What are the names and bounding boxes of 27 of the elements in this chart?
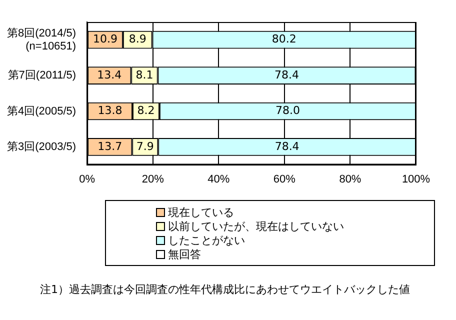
x-tick-label: 100%	[402, 173, 430, 186]
data-label: 13.8	[98, 104, 122, 118]
data-label: 78.4	[274, 140, 300, 153]
legend-label: 無回答	[168, 246, 201, 262]
data-label: 8.1	[136, 68, 154, 82]
y-tick-label: 第8回(2014/5) (n=10651)	[6, 27, 76, 52]
text: 注1）過去調査は今回調査の性年代構成比にあわせてウエイトバックした値	[40, 282, 410, 297]
data-label: 8.2	[137, 104, 155, 118]
legend-label: したことがない	[168, 232, 245, 248]
data-label: 80.2	[272, 32, 296, 46]
x-tick-label: 20%	[142, 173, 164, 186]
x-tick-label: 80%	[339, 173, 362, 186]
legend-label: 現在している	[168, 204, 234, 220]
legend-label: 以前していたが、現在はしていない	[168, 218, 344, 234]
x-tick-label: 60%	[273, 173, 296, 186]
data-label: 10.9	[93, 32, 118, 46]
y-tick-label: 第4回(2005/5)	[6, 105, 76, 118]
y-tick-label: 第7回(2011/5)	[8, 70, 76, 82]
data-label: 8.9	[128, 32, 146, 46]
data-label: 78.0	[275, 104, 300, 118]
x-tick-label: 0%	[79, 173, 96, 186]
data-label: 7.9	[136, 140, 154, 153]
x-tick-label: 40%	[208, 173, 230, 186]
data-label: 13.7	[98, 140, 122, 153]
y-tick-label: 第3回(2003/5)	[6, 140, 76, 153]
data-label: 78.4	[274, 68, 299, 82]
data-label: 13.4	[97, 68, 122, 82]
